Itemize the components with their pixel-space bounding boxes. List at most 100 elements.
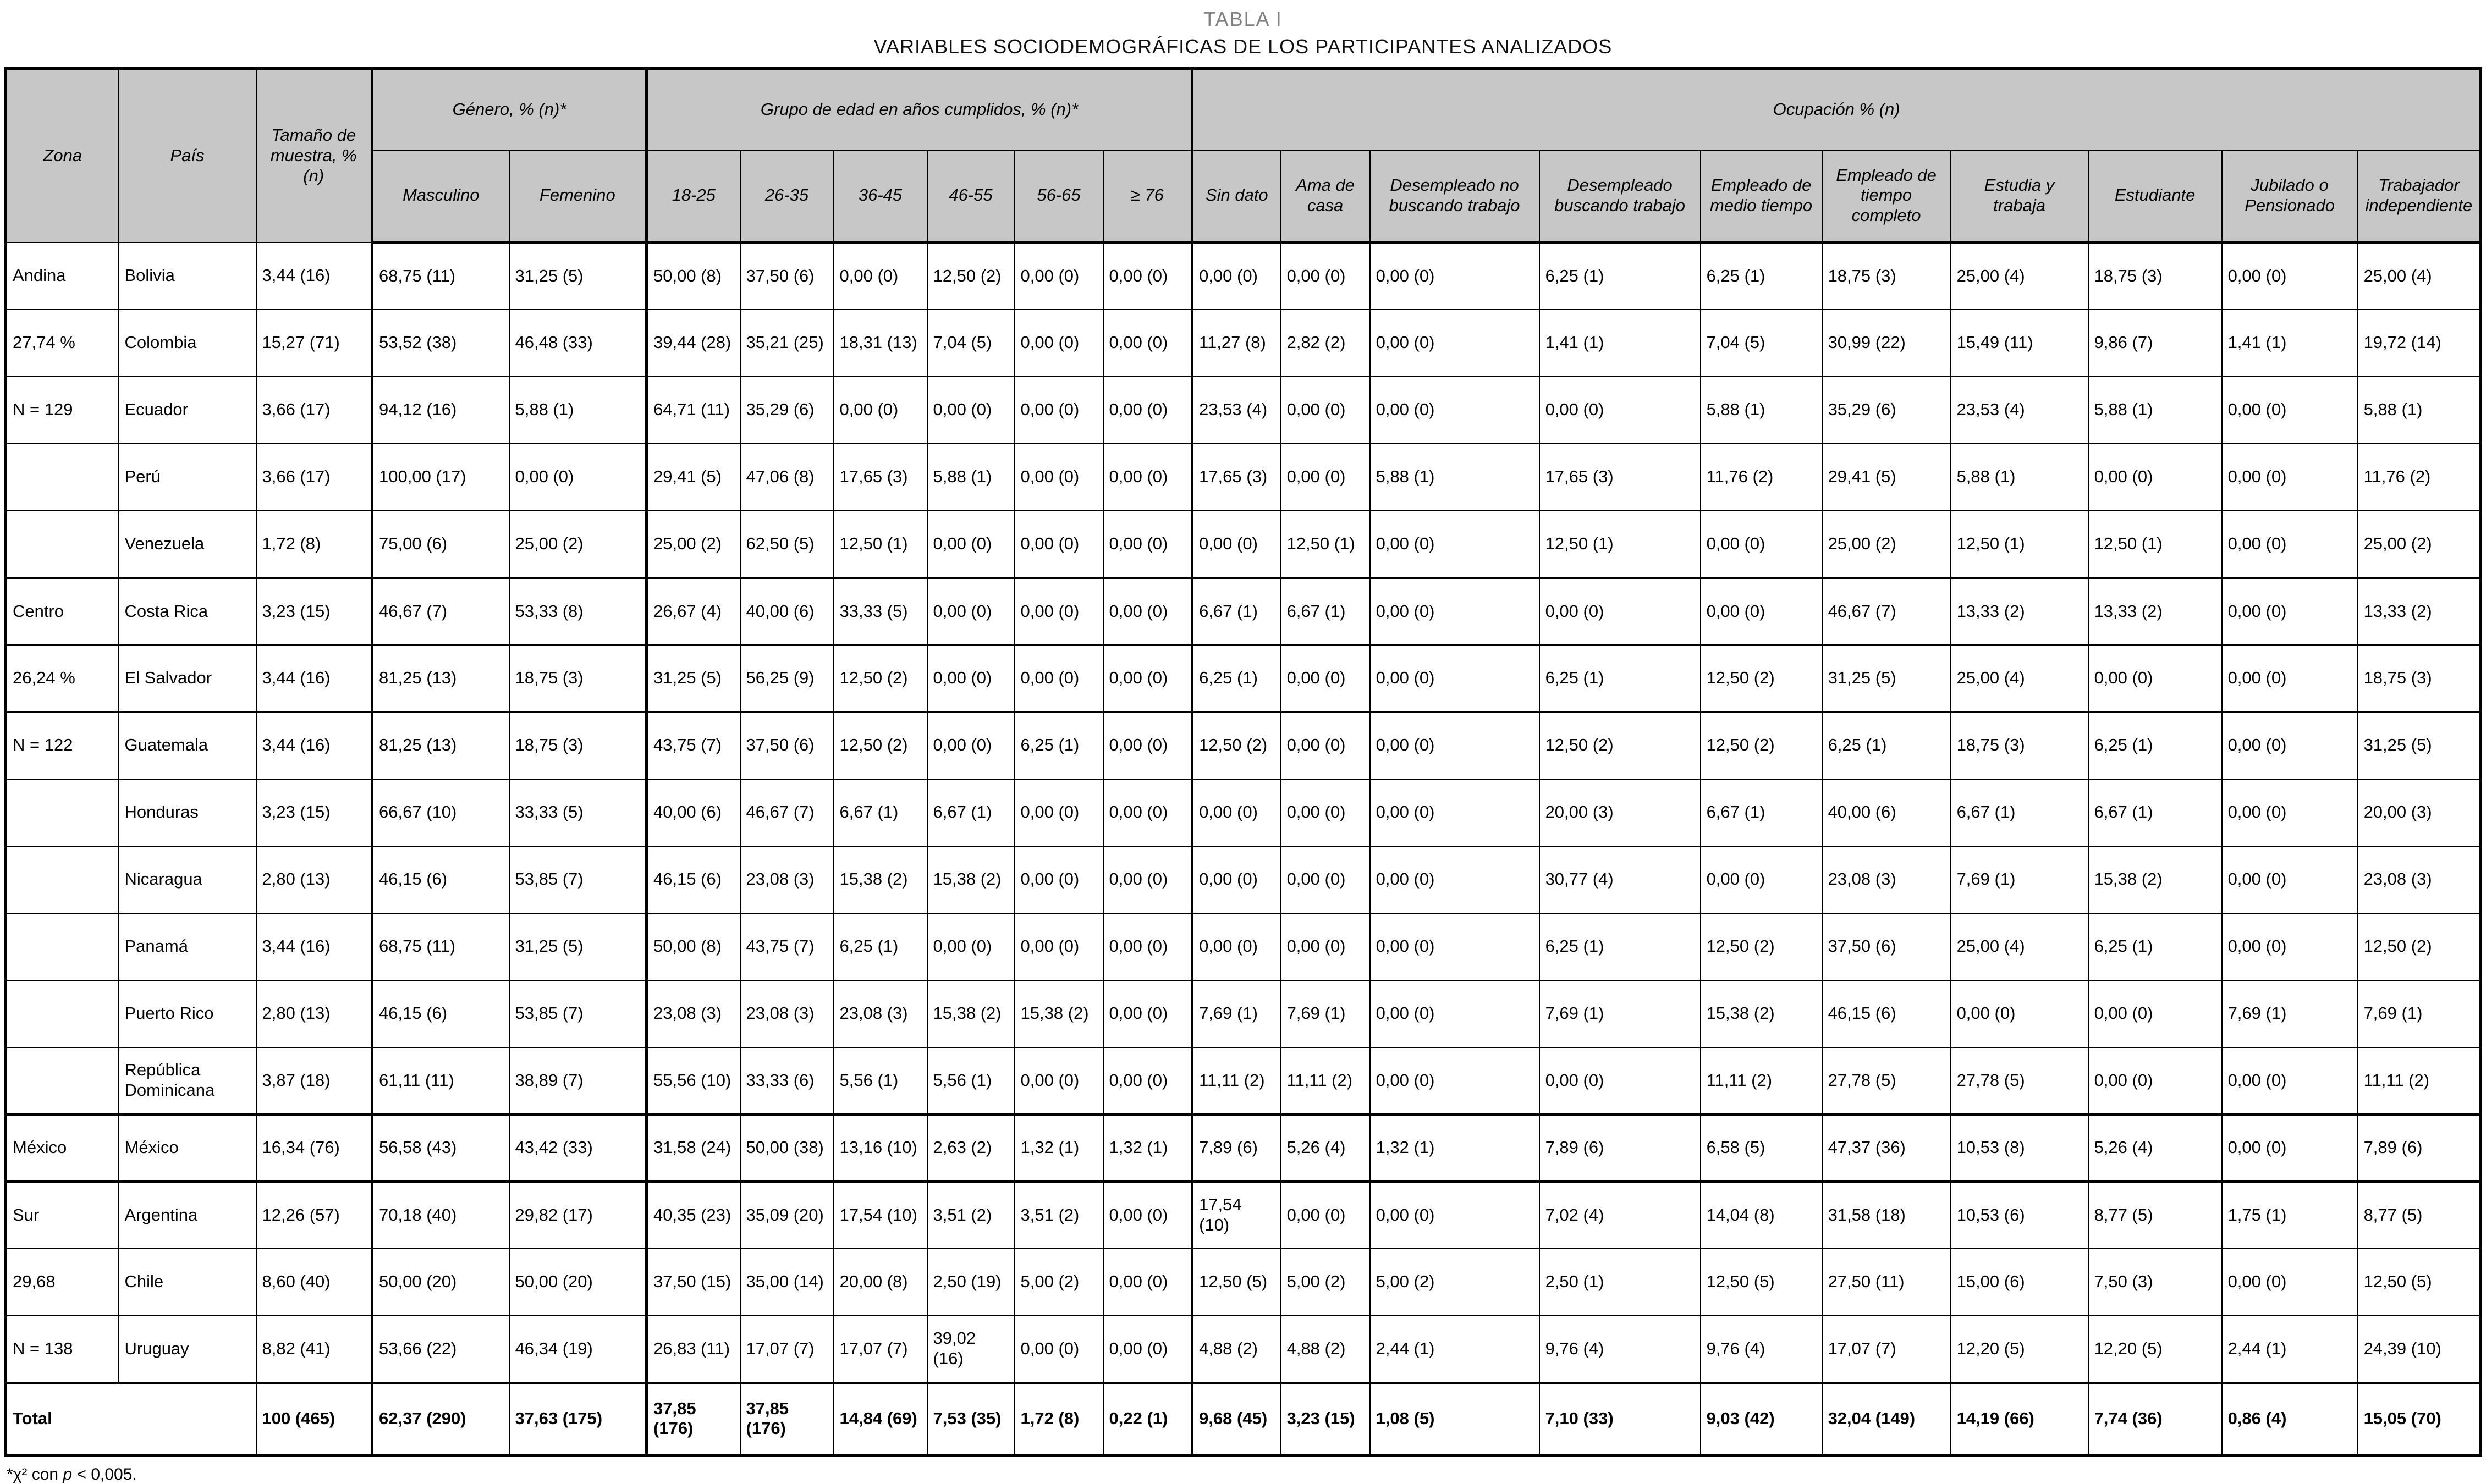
table-caption: TABLA I VARIABLES SOCIODEMOGRÁFICAS DE L… — [4, 8, 2482, 58]
table-row: N = 138 Uruguay 8,82 (41) 53,66 (22) 46,34 (… — [5, 1315, 2482, 1384]
table-cell: 31,25 (5) — [508, 912, 647, 981]
table-cell: 46,34 (19) — [508, 1315, 647, 1384]
table-cell: 25,00 (4) — [1950, 912, 2089, 981]
table-cell: 11,11 (2) — [2357, 1046, 2482, 1116]
col-header-masculino: Masculino — [371, 149, 510, 244]
table-cell: 64,71 (11) — [645, 376, 741, 444]
table-cell: 6,67 (1) — [2087, 778, 2223, 847]
table-cell: 0,00 (0) — [1102, 1248, 1193, 1316]
table-cell: 0,00 (0) — [1538, 376, 1701, 444]
table-cell: 15,27 (71) — [255, 308, 373, 377]
table-cell: 13,33 (2) — [1950, 577, 2089, 646]
table-cell: 0,00 (0) — [2221, 778, 2358, 847]
table-cell: 6,67 (1) — [1191, 577, 1282, 646]
table-cell: 0,00 (0) — [1102, 1180, 1193, 1249]
table-cell: 23,08 (3) — [739, 979, 834, 1048]
table-cell: 13,33 (2) — [2357, 577, 2482, 646]
total-cell: 1,72 (8) — [1014, 1382, 1104, 1456]
col-header-desempleado-no-buscando: Desempleado no buscando trabajo — [1369, 149, 1540, 244]
pais-cell: Perú — [118, 443, 257, 511]
table-cell: 46,48 (33) — [508, 308, 647, 377]
zona-cell — [5, 443, 119, 511]
table-cell: 0,00 (0) — [2221, 1248, 2358, 1316]
pais-cell: Venezuela — [118, 510, 257, 579]
table-cell: 0,00 (0) — [2221, 644, 2358, 713]
table-cell: 46,15 (6) — [1821, 979, 1951, 1048]
table-cell: 6,25 (1) — [1538, 644, 1701, 713]
table-cell: 46,15 (6) — [371, 845, 510, 914]
table-cell: 5,56 (1) — [926, 1046, 1015, 1116]
table-cell: 26,83 (11) — [645, 1315, 741, 1384]
table-cell: 7,89 (6) — [1538, 1113, 1701, 1183]
table-cell: 0,00 (0) — [1014, 1046, 1104, 1116]
zona-cell: N = 122 — [5, 711, 119, 780]
table-cell: 56,25 (9) — [739, 644, 834, 713]
table-cell: 3,44 (16) — [255, 644, 373, 713]
table-row: Nicaragua 2,80 (13) 46,15 (6) 53,85 (7) 46,1… — [5, 845, 2482, 914]
table-cell: 25,00 (2) — [1821, 510, 1951, 579]
table-row: Centro Costa Rica 3,23 (15) 46,67 (7) 53,33 … — [5, 577, 2482, 646]
table-cell: 0,00 (0) — [2221, 241, 2358, 310]
total-cell: 3,23 (15) — [1280, 1382, 1371, 1456]
table-cell: 46,67 (7) — [1821, 577, 1951, 646]
table-cell: 37,50 (6) — [739, 711, 834, 780]
table-cell: 0,00 (0) — [1369, 1180, 1540, 1249]
table-cell: 0,00 (0) — [1014, 510, 1104, 579]
table-cell: 0,00 (0) — [1369, 376, 1540, 444]
table-cell: 15,38 (2) — [2087, 845, 2223, 914]
table-cell: 2,44 (1) — [1369, 1315, 1540, 1384]
pais-cell: Bolivia — [118, 241, 257, 310]
total-cell: 14,19 (66) — [1950, 1382, 2089, 1456]
col-group-ocupacion: Ocupación % (n) — [1191, 68, 2482, 151]
table-cell: 0,00 (0) — [1102, 778, 1193, 847]
table-cell: 75,00 (6) — [371, 510, 510, 579]
pais-cell: Puerto Rico — [118, 979, 257, 1048]
table-cell: 0,00 (0) — [1280, 644, 1371, 713]
table-cell: 0,00 (0) — [2087, 644, 2223, 713]
table-cell: 15,38 (2) — [1700, 979, 1823, 1048]
total-cell: 14,84 (69) — [833, 1382, 928, 1456]
table-cell: 37,50 (15) — [645, 1248, 741, 1316]
table-cell: 27,78 (5) — [1821, 1046, 1951, 1116]
table-cell: 53,52 (38) — [371, 308, 510, 377]
table-cell: 0,00 (0) — [1369, 711, 1540, 780]
table-cell: 12,50 (2) — [1538, 711, 1701, 780]
table-cell: 15,38 (2) — [926, 979, 1015, 1048]
table-cell: 25,00 (2) — [2357, 510, 2482, 579]
pais-cell: Chile — [118, 1248, 257, 1316]
table-cell: 0,00 (0) — [1280, 711, 1371, 780]
table-cell: 17,07 (7) — [833, 1315, 928, 1384]
table-cell: 7,69 (1) — [1280, 979, 1371, 1048]
table-cell: 18,31 (13) — [833, 308, 928, 377]
table-cell: 6,25 (1) — [2087, 912, 2223, 981]
table-cell: 12,50 (2) — [1700, 912, 1823, 981]
total-cell: 62,37 (290) — [371, 1382, 510, 1456]
zona-cell: N = 129 — [5, 376, 119, 444]
table-cell: 8,60 (40) — [255, 1248, 373, 1316]
table-cell: 0,00 (0) — [1102, 577, 1193, 646]
table-cell: 15,38 (2) — [926, 845, 1015, 914]
table-cell: 0,00 (0) — [1102, 241, 1193, 310]
table-cell: 31,58 (24) — [645, 1113, 741, 1183]
table-cell: 0,00 (0) — [2221, 376, 2358, 444]
table-body: Andina Bolivia 3,44 (16) 68,75 (11) 31,25 (5… — [5, 241, 2482, 1456]
table-cell: 0,00 (0) — [1280, 912, 1371, 981]
col-header-tamano: Tamaño de muestra, % (n) — [255, 68, 373, 243]
zona-cell — [5, 979, 119, 1048]
table-cell: 0,00 (0) — [2221, 711, 2358, 780]
table-cell: 6,25 (1) — [1538, 241, 1701, 310]
table-cell: 0,00 (0) — [1369, 1046, 1540, 1116]
table-cell: 23,53 (4) — [1950, 376, 2089, 444]
table-cell: 9,76 (4) — [1538, 1315, 1701, 1384]
table-cell: 50,00 (20) — [508, 1248, 647, 1316]
table-cell: 14,04 (8) — [1700, 1180, 1823, 1249]
table-cell: 35,09 (20) — [739, 1180, 834, 1249]
total-cell: 7,53 (35) — [926, 1382, 1015, 1456]
table-cell: 0,00 (0) — [1538, 577, 1701, 646]
zona-cell: 29,68 — [5, 1248, 119, 1316]
col-header-estudia-y-trabaja: Estudia y trabaja — [1950, 149, 2089, 244]
table-cell: 26,67 (4) — [645, 577, 741, 646]
table-cell: 17,65 (3) — [1538, 443, 1701, 511]
pais-cell: República Dominicana — [118, 1046, 257, 1116]
pais-cell: Colombia — [118, 308, 257, 377]
